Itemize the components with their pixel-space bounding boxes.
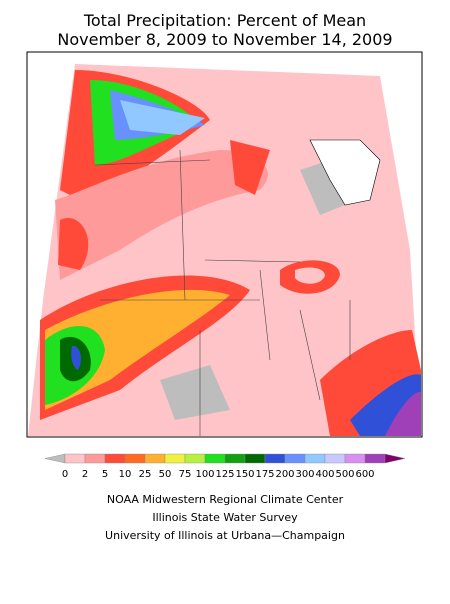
legend-label: 0: [62, 469, 68, 480]
legend-swatch: [324, 453, 346, 464]
legend-swatch: [224, 453, 246, 464]
title: Total Precipitation: Percent of Mean: [83, 11, 366, 30]
legend-label: 600: [355, 469, 374, 480]
legend-swatch: [244, 453, 266, 464]
legend-swatch: [44, 453, 66, 464]
legend-label: 10: [119, 469, 132, 480]
legend-swatch: [184, 453, 206, 464]
credit: NOAA Midwestern Regional Climate Center: [107, 493, 344, 506]
legend-label: 150: [235, 469, 254, 480]
legend-label: 75: [179, 469, 192, 480]
credit: Illinois State Water Survey: [152, 511, 298, 524]
legend-label: 500: [335, 469, 354, 480]
legend-swatch: [144, 453, 166, 464]
legend-swatch: [304, 453, 326, 464]
legend-swatch: [104, 453, 126, 464]
legend-swatch: [344, 453, 366, 464]
legend-swatch: [84, 453, 106, 464]
legend-label: 50: [159, 469, 172, 480]
legend-label: 100: [195, 469, 214, 480]
legend-swatch: [364, 453, 386, 464]
legend-label: 175: [255, 469, 274, 480]
legend-label: 200: [275, 469, 294, 480]
legend-swatch: [64, 453, 86, 464]
legend-swatch: [284, 453, 306, 464]
credit: University of Illinois at Urbana—Champai…: [105, 529, 345, 542]
legend-label: 300: [295, 469, 314, 480]
legend-swatch: [384, 453, 406, 464]
subtitle: November 8, 2009 to November 14, 2009: [57, 30, 392, 49]
legend-label: 25: [139, 469, 152, 480]
legend-swatch: [264, 453, 286, 464]
legend-label: 5: [102, 469, 108, 480]
legend-label: 125: [215, 469, 234, 480]
legend-label: 2: [82, 469, 88, 480]
legend: 0 2 5 10 25 50 75 100 125 150 175 200 300 400 500 600: [44, 453, 406, 480]
legend-swatch: [124, 453, 146, 464]
legend-swatch: [164, 453, 186, 464]
map: [28, 64, 421, 436]
legend-swatch: [204, 453, 226, 464]
legend-label: 400: [315, 469, 334, 480]
